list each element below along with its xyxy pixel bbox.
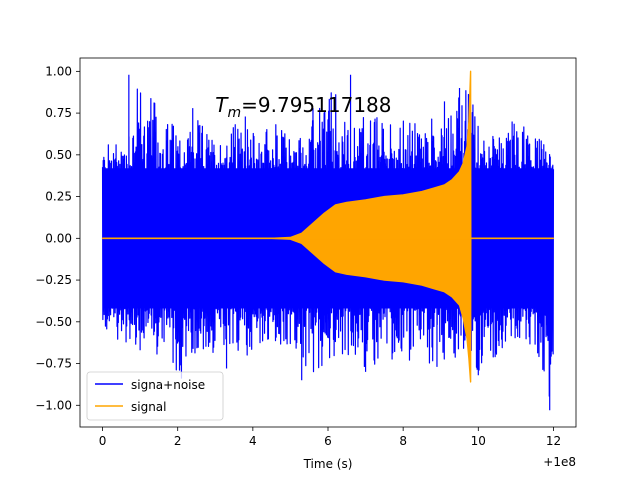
x-tick-label: 4 <box>249 434 257 448</box>
x-axis-label: Time (s) <box>303 457 353 471</box>
x-tick-label: 0 <box>99 434 107 448</box>
legend-label-signal: signal <box>131 400 167 414</box>
x-axis: 0 2 4 6 8 10 12 <box>99 427 561 448</box>
x-tick-label: 6 <box>324 434 332 448</box>
y-tick-label: 0.00 <box>45 231 72 245</box>
annotation-symbol: T <box>215 93 229 117</box>
x-tick-label: 2 <box>174 434 182 448</box>
legend-label-signa-noise: signa+noise <box>131 378 205 392</box>
y-tick-label: −0.25 <box>35 273 72 287</box>
y-tick-label: 0.50 <box>45 148 72 162</box>
series-line-signa-noise <box>101 74 555 411</box>
y-axis: −1.00 −0.75 −0.50 −0.25 0.00 0.25 0.50 0.75 1.00 <box>35 64 80 412</box>
y-tick-label: −1.00 <box>35 398 72 412</box>
x-tick-label: 8 <box>399 434 407 448</box>
legend: signa+noise signal <box>86 371 224 421</box>
x-tick-label: 10 <box>471 434 486 448</box>
x-tick-label: 12 <box>546 434 561 448</box>
annotation-text: =9.795117188 <box>241 93 391 117</box>
y-tick-label: 0.75 <box>45 106 72 120</box>
annotation: Tm=9.795117188 <box>215 93 391 121</box>
y-tick-label: −0.50 <box>35 315 72 329</box>
plot-area <box>101 70 555 411</box>
y-tick-label: 0.25 <box>45 190 72 204</box>
x-axis-offset-label: +1e8 <box>543 455 576 469</box>
y-tick-label: 1.00 <box>45 64 72 78</box>
annotation-subscript: m <box>227 105 241 121</box>
y-tick-label: −0.75 <box>35 357 72 371</box>
